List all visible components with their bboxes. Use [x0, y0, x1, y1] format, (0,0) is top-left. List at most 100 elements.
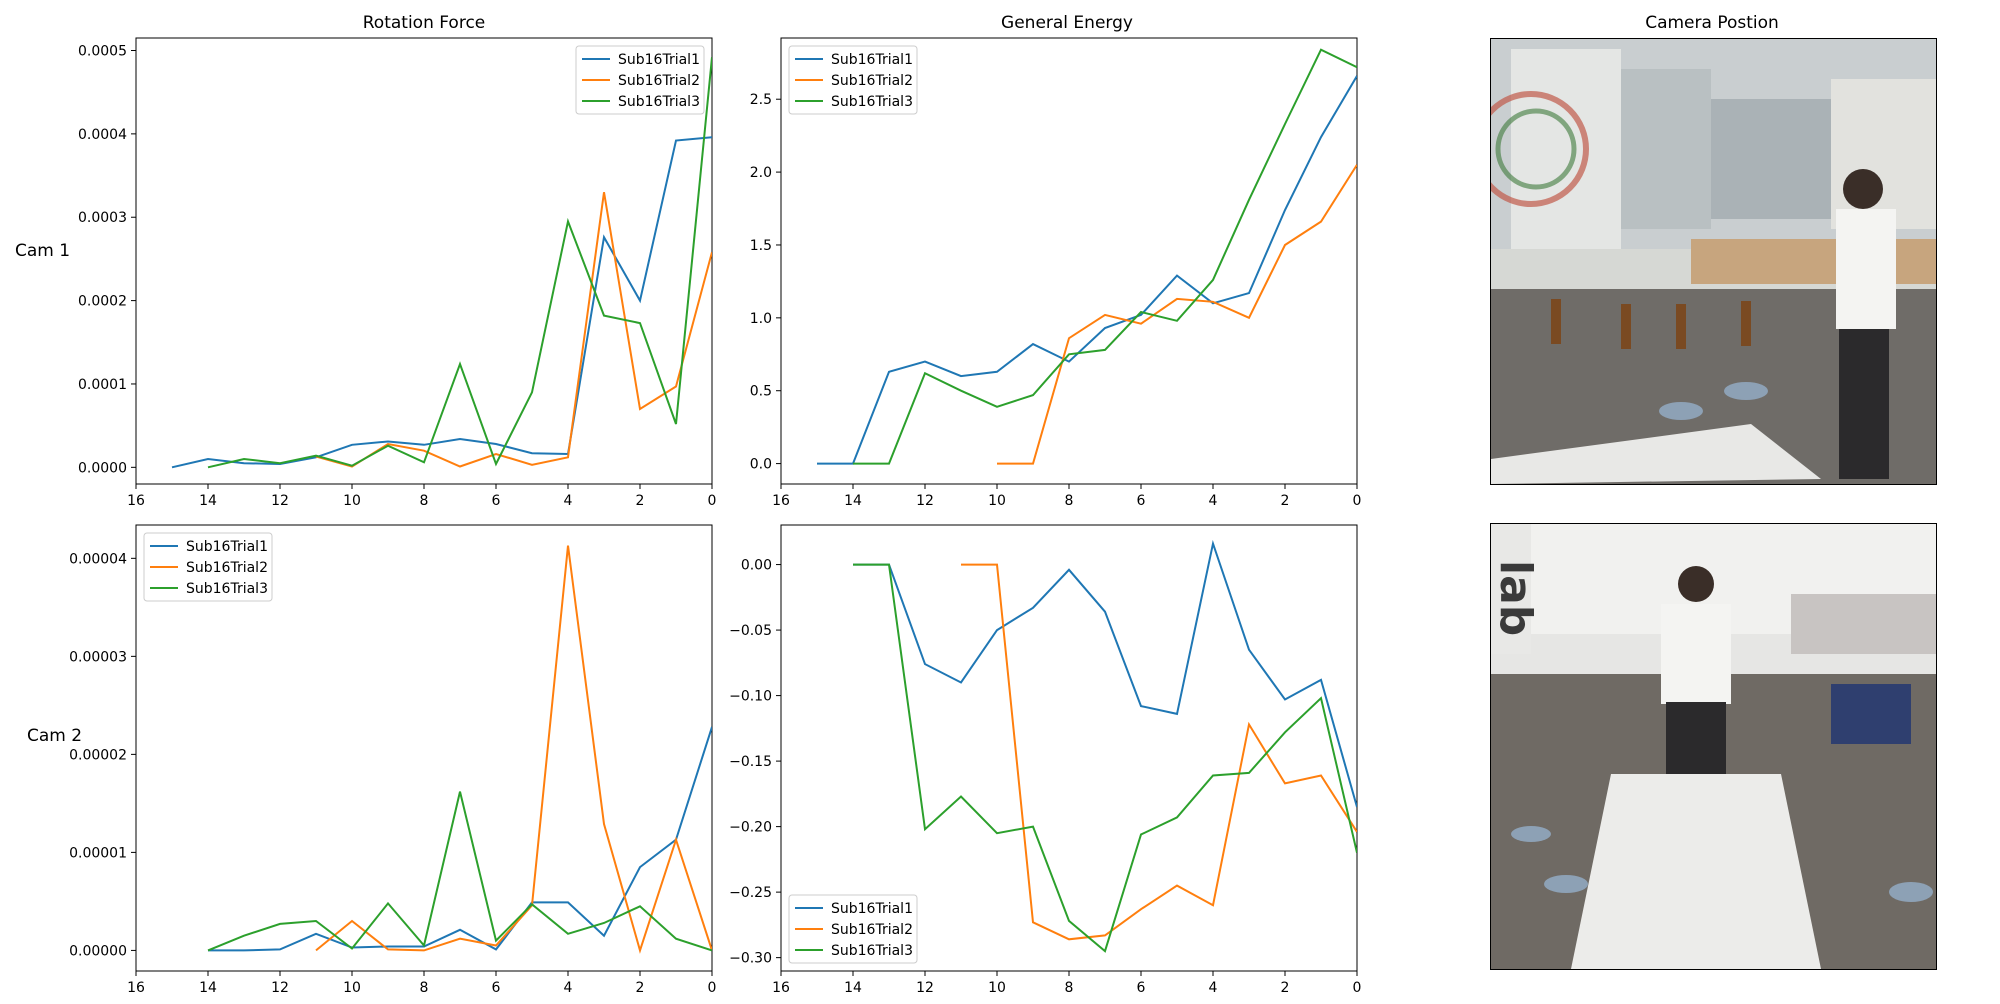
y-tick-label: −0.05 [729, 623, 772, 639]
rotation-force-title: Rotation Force [363, 13, 486, 33]
x-tick-label: 0 [708, 980, 717, 996]
x-tick-label: 16 [127, 493, 145, 509]
y-tick-label: 0.0005 [78, 44, 127, 60]
x-tick-label: 4 [564, 493, 573, 509]
camera-image-cam2: lab [1490, 523, 1937, 970]
y-tick-label: −0.20 [729, 820, 772, 836]
x-tick-label: 2 [1281, 493, 1290, 509]
chart-energy_cam2: 16 14 12 10 8 6 4 2 0 0.00 −0.05 −0.10 −0.15 −0.20 −0.… [729, 524, 1362, 996]
chart-energy_cam1: 16 14 12 10 8 6 4 2 0 0.0 0.5 1.0 1.5 2.0 2.5 Sub16Tria… [750, 37, 1362, 509]
y-tick-label: 0.0004 [78, 127, 127, 143]
x-tick-label: 14 [844, 493, 862, 509]
y-tick-label: 0.0003 [78, 210, 127, 226]
y-tick-label: 0.00000 [69, 943, 127, 959]
x-tick-label: 10 [343, 493, 361, 509]
x-tick-label: 2 [636, 493, 645, 509]
x-tick-label: 4 [1209, 980, 1218, 996]
series-line-sub16trial2 [997, 164, 1357, 465]
x-tick-label: 4 [1209, 493, 1218, 509]
y-tick-label: 1.5 [750, 238, 772, 254]
y-tick-label: −0.10 [729, 689, 772, 705]
legend-box [143, 532, 273, 602]
series-line-sub16trial3 [207, 791, 712, 952]
x-tick-label: 16 [127, 980, 145, 996]
series-line-sub16trial1 [853, 539, 1357, 808]
legend-box [788, 894, 918, 964]
x-tick-label: 14 [199, 493, 217, 509]
x-tick-label: 8 [1065, 980, 1074, 996]
x-tick-label: 2 [636, 980, 645, 996]
chart-rot_cam2: 16 14 12 10 8 6 4 2 0 0.00000 0.00001 0.00002 0.0000… [69, 524, 717, 996]
series-line-sub16trial1 [817, 75, 1357, 465]
legend: Sub16Trial1 Sub16Trial2 Sub16Trial3 [575, 45, 705, 115]
x-tick-label: 12 [271, 493, 289, 509]
series-line-sub16trial3 [207, 57, 712, 469]
y-tick-label: 0.0000 [78, 460, 127, 476]
general-energy-title: General Energy [1001, 13, 1133, 33]
y-tick-label: 2.0 [750, 165, 772, 181]
x-tick-label: 6 [492, 980, 501, 996]
camera-image-cam1 [1490, 38, 1937, 485]
legend: Sub16Trial1 Sub16Trial2 Sub16Trial3 [143, 532, 273, 602]
y-tick-label: 0.00004 [69, 551, 127, 567]
y-tick-label: −0.15 [729, 754, 772, 770]
x-tick-label: 10 [343, 980, 361, 996]
series-line-sub16trial2 [961, 563, 1357, 941]
x-tick-label: 10 [988, 980, 1006, 996]
x-tick-label: 16 [772, 980, 790, 996]
series-line-sub16trial3 [853, 563, 1357, 953]
series-line-sub16trial1 [171, 136, 712, 469]
series-line-sub16trial2 [315, 192, 712, 468]
legend-label: Sub16Trial3 [186, 581, 268, 597]
x-tick-label: 12 [916, 493, 934, 509]
legend-box [788, 45, 918, 115]
x-tick-label: 2 [1281, 980, 1290, 996]
y-tick-label: 0.0002 [78, 294, 127, 310]
x-tick-label: 12 [271, 980, 289, 996]
y-tick-label: −0.25 [729, 885, 772, 901]
legend-label: Sub16Trial2 [618, 73, 700, 89]
legend-label: Sub16Trial3 [831, 943, 913, 959]
legend-label: Sub16Trial1 [831, 52, 913, 68]
y-tick-label: 0.00 [741, 558, 772, 574]
legend-label: Sub16Trial2 [831, 922, 913, 938]
x-tick-label: 0 [1353, 493, 1362, 509]
x-tick-label: 10 [988, 493, 1006, 509]
y-tick-label: 0.0001 [78, 377, 127, 393]
row-label-cam1: Cam 1 [15, 241, 70, 261]
legend-box [575, 45, 705, 115]
series-line-sub16trial1 [208, 726, 712, 952]
y-tick-label: −0.30 [729, 951, 772, 967]
x-tick-label: 0 [1353, 980, 1362, 996]
x-tick-label: 14 [844, 980, 862, 996]
y-tick-label: 0.00003 [69, 649, 127, 665]
x-tick-label: 6 [1137, 493, 1146, 509]
x-tick-label: 14 [199, 980, 217, 996]
legend: Sub16Trial1 Sub16Trial2 Sub16Trial3 [788, 45, 918, 115]
y-tick-label: 0.0 [750, 457, 772, 473]
legend-label: Sub16Trial1 [831, 901, 913, 917]
x-tick-label: 8 [1065, 493, 1074, 509]
series-line-sub16trial3 [853, 48, 1357, 465]
x-tick-label: 16 [772, 493, 790, 509]
legend-label: Sub16Trial1 [186, 539, 268, 555]
legend-label: Sub16Trial2 [831, 73, 913, 89]
y-tick-label: 1.0 [750, 311, 772, 327]
x-tick-label: 6 [1137, 980, 1146, 996]
chart-rot_cam1: 16 14 12 10 8 6 4 2 0 0.0000 0.0001 0.0002 0.0003 0.0… [78, 37, 716, 509]
x-tick-label: 6 [492, 493, 501, 509]
legend-label: Sub16Trial3 [831, 94, 913, 110]
series-line-sub16trial2 [315, 545, 712, 954]
y-tick-label: 0.00001 [69, 845, 127, 861]
x-tick-label: 4 [564, 980, 573, 996]
legend-label: Sub16Trial3 [618, 94, 700, 110]
y-tick-label: 0.5 [750, 384, 772, 400]
row-label-cam2: Cam 2 [27, 726, 82, 746]
legend-label: Sub16Trial1 [618, 52, 700, 68]
x-tick-label: 8 [420, 980, 429, 996]
y-tick-label: 2.5 [750, 92, 772, 108]
legend-label: Sub16Trial2 [186, 560, 268, 576]
y-tick-label: 0.00002 [69, 747, 127, 763]
